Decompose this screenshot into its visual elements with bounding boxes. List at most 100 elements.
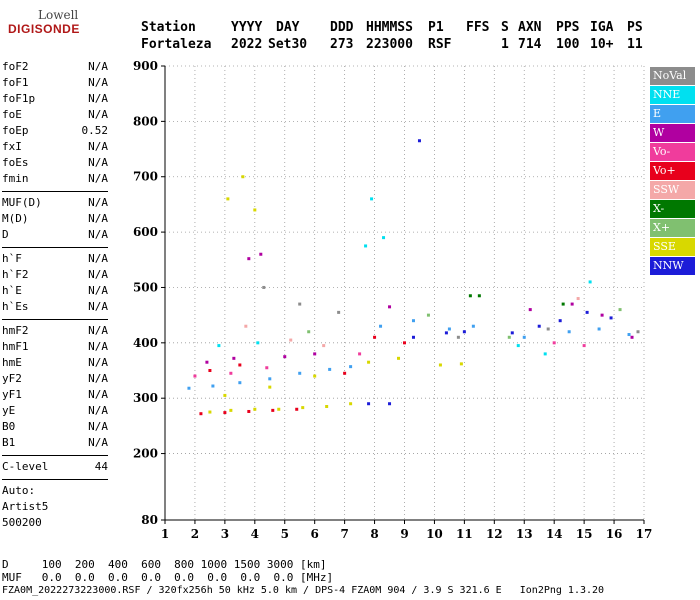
y-tick-label: 200 <box>133 447 158 461</box>
param-value: N/A <box>88 404 108 417</box>
data-point <box>208 369 212 373</box>
param-value: N/A <box>88 252 108 265</box>
x-tick-label: 14 <box>546 527 563 541</box>
param-value: N/A <box>88 140 108 153</box>
data-point <box>229 371 233 375</box>
header-value: Set30 <box>268 37 308 52</box>
param-separator <box>2 247 108 248</box>
param-name: h`E <box>2 284 22 297</box>
data-point <box>444 331 448 335</box>
data-point <box>373 335 377 339</box>
footer-muf-row: MUF 0.0 0.0 0.0 0.0 0.0 0.0 0.0 0.0 [MHz… <box>2 571 334 584</box>
param-value: N/A <box>88 372 108 385</box>
param-row: foEs N/A <box>2 156 108 172</box>
header-value: 1 <box>501 37 509 52</box>
header-value: 100 <box>556 37 580 52</box>
data-point <box>411 335 415 339</box>
param-separator <box>2 319 108 320</box>
data-point <box>238 381 242 385</box>
data-point <box>259 252 263 256</box>
x-tick-label: 10 <box>426 527 443 541</box>
header-label: PS <box>627 20 643 35</box>
x-tick-label: 15 <box>576 527 593 541</box>
data-point <box>397 356 401 360</box>
x-tick-label: 3 <box>221 527 229 541</box>
legend-item: SSE <box>650 238 695 256</box>
param-value: N/A <box>88 284 108 297</box>
legend-item: Vo- <box>650 143 695 161</box>
param-row: hmF1 N/A <box>2 340 108 356</box>
x-tick-label: 8 <box>370 527 378 541</box>
data-point <box>510 331 514 335</box>
data-point <box>367 402 371 406</box>
header-label: P1 <box>428 20 444 35</box>
y-tick-label: 600 <box>133 225 158 239</box>
param-separator <box>2 455 108 456</box>
data-point <box>229 408 233 412</box>
header-label: DDD <box>330 20 354 35</box>
footer-file-info: FZA0M_2022273223000.RSF / 320fx256h 50 k… <box>2 585 605 596</box>
param-name: B0 <box>2 420 16 433</box>
data-point <box>588 280 592 284</box>
data-point <box>199 412 203 416</box>
header-value: 273 <box>330 37 354 52</box>
data-point <box>447 327 451 331</box>
param-value: N/A <box>88 212 108 225</box>
data-point <box>367 360 371 364</box>
data-point <box>546 327 550 331</box>
param-value: N/A <box>88 60 108 73</box>
data-point <box>187 386 191 390</box>
header-value: 223000 <box>366 37 413 52</box>
data-point <box>226 197 230 201</box>
data-point <box>537 324 541 328</box>
data-point <box>244 324 248 328</box>
data-point <box>298 371 302 375</box>
data-point <box>585 310 589 314</box>
data-point <box>552 341 556 345</box>
data-point <box>313 374 317 378</box>
param-row: h`Es N/A <box>2 300 108 316</box>
data-point <box>241 175 245 179</box>
legend-item: W <box>650 124 695 142</box>
param-name: foE <box>2 108 22 121</box>
data-point <box>232 356 236 360</box>
header-label: HHMMSS <box>366 20 413 35</box>
param-row: M(D) N/A <box>2 212 108 228</box>
data-point <box>411 319 415 323</box>
param-value: N/A <box>88 268 108 281</box>
data-point <box>337 310 341 314</box>
logo-lowell-text: Lowell <box>38 8 79 22</box>
param-row: D N/A <box>2 228 108 244</box>
y-tick-label: 500 <box>133 280 158 294</box>
param-name: fmin <box>2 172 29 185</box>
header-label: DAY <box>276 20 300 35</box>
data-point <box>208 410 212 414</box>
param-value: N/A <box>88 388 108 401</box>
data-point <box>462 330 466 334</box>
x-tick-label: 9 <box>400 527 408 541</box>
param-name: C-level <box>2 460 49 473</box>
data-point <box>328 367 332 371</box>
param-name: hmF1 <box>2 340 29 353</box>
data-point <box>238 363 242 367</box>
data-point <box>247 409 251 413</box>
data-point <box>271 408 275 412</box>
x-tick-label: 13 <box>516 527 533 541</box>
param-row: foEp 0.52 <box>2 124 108 140</box>
data-point <box>567 330 571 334</box>
x-tick-label: 12 <box>486 527 503 541</box>
data-point <box>307 330 311 334</box>
data-point <box>253 407 257 411</box>
legend-item: NNW <box>650 257 695 275</box>
param-value: N/A <box>88 92 108 105</box>
data-point <box>507 335 511 339</box>
data-point <box>403 341 406 345</box>
data-point <box>370 197 374 201</box>
param-row: fmin N/A <box>2 172 108 188</box>
x-tick-label: 16 <box>606 527 623 541</box>
param-name: foEs <box>2 156 29 169</box>
header-value: 11 <box>627 37 643 52</box>
y-tick-label: 800 <box>133 114 158 128</box>
data-point <box>471 324 475 328</box>
data-point <box>223 411 227 415</box>
